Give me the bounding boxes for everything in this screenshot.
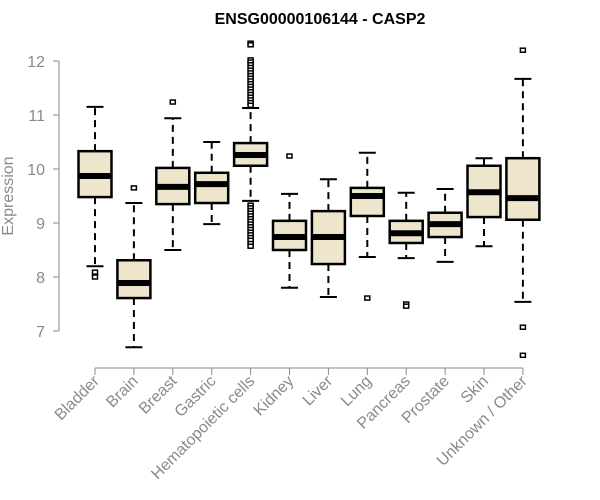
- x-tick-label: Liver: [300, 372, 337, 409]
- y-tick-label: 10: [27, 162, 45, 179]
- box-group-brain: [116, 185, 152, 349]
- box-iqr: [349, 186, 386, 218]
- box-group-unknown-other: [505, 47, 541, 359]
- outlier-point: [247, 42, 254, 48]
- y-tick-label: 12: [27, 54, 45, 71]
- outlier-point: [91, 274, 99, 280]
- y-axis: 7 8 9 10 11 12: [27, 54, 60, 341]
- x-tick-label: Skin: [458, 373, 492, 407]
- box-group-prostate: [427, 187, 463, 263]
- outlier-point: [519, 47, 527, 53]
- y-tick-label: 7: [36, 324, 45, 341]
- y-axis-label: Expression: [0, 156, 17, 235]
- chart-title: ENSG00000106144 - CASP2: [215, 11, 426, 28]
- outlier-point: [402, 303, 410, 309]
- y-tick-label: 8: [36, 270, 45, 287]
- box-group-breast: [155, 99, 191, 251]
- box-group-skin: [466, 157, 502, 248]
- outlier-point: [247, 243, 254, 249]
- box-group-bladder: [77, 105, 113, 280]
- outlier-point: [169, 99, 177, 105]
- outlier-point: [286, 153, 293, 159]
- outlier-point: [519, 352, 527, 359]
- box-group-kidney: [271, 153, 308, 289]
- box-group-liver: [310, 178, 347, 298]
- x-tick-label: Bladder: [52, 372, 103, 423]
- x-tick-label: Kidney: [251, 373, 298, 420]
- outlier-point: [91, 269, 99, 275]
- box-group-hematopoietic-cells: [232, 40, 269, 249]
- y-tick-label: 9: [36, 216, 45, 233]
- outlier-point: [519, 324, 527, 330]
- outlier-point: [247, 102, 254, 109]
- boxes: [77, 40, 541, 359]
- box-iqr: [116, 259, 152, 300]
- box-iqr: [193, 171, 230, 205]
- y-tick-label: 11: [28, 108, 45, 125]
- box-group-lung: [349, 151, 386, 301]
- box-group-gastric: [193, 141, 230, 226]
- outlier-point: [130, 185, 138, 191]
- outlier-point: [364, 295, 371, 301]
- box-iqr: [505, 156, 541, 222]
- box-group-pancreas: [388, 191, 424, 309]
